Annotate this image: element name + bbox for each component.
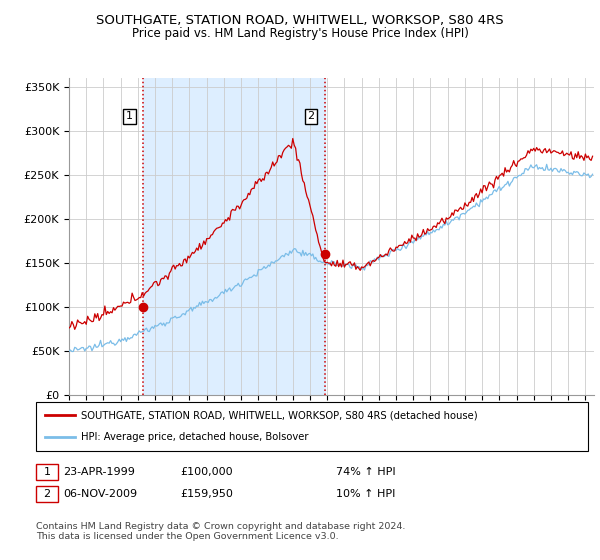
Text: 2: 2 — [307, 111, 314, 122]
Text: 2: 2 — [44, 489, 50, 499]
Text: SOUTHGATE, STATION ROAD, WHITWELL, WORKSOP, S80 4RS (detached house): SOUTHGATE, STATION ROAD, WHITWELL, WORKS… — [81, 410, 478, 421]
Text: 1: 1 — [126, 111, 133, 122]
Text: £100,000: £100,000 — [180, 467, 233, 477]
Text: 10% ↑ HPI: 10% ↑ HPI — [336, 489, 395, 499]
Text: SOUTHGATE, STATION ROAD, WHITWELL, WORKSOP, S80 4RS: SOUTHGATE, STATION ROAD, WHITWELL, WORKS… — [96, 14, 504, 27]
Text: 74% ↑ HPI: 74% ↑ HPI — [336, 467, 395, 477]
Text: 23-APR-1999: 23-APR-1999 — [63, 467, 135, 477]
Text: Price paid vs. HM Land Registry's House Price Index (HPI): Price paid vs. HM Land Registry's House … — [131, 27, 469, 40]
Text: 1: 1 — [44, 467, 50, 477]
Text: £159,950: £159,950 — [180, 489, 233, 499]
Text: HPI: Average price, detached house, Bolsover: HPI: Average price, detached house, Bols… — [81, 432, 308, 442]
Text: Contains HM Land Registry data © Crown copyright and database right 2024.
This d: Contains HM Land Registry data © Crown c… — [36, 522, 406, 542]
Text: 06-NOV-2009: 06-NOV-2009 — [63, 489, 137, 499]
Bar — [143, 78, 325, 395]
